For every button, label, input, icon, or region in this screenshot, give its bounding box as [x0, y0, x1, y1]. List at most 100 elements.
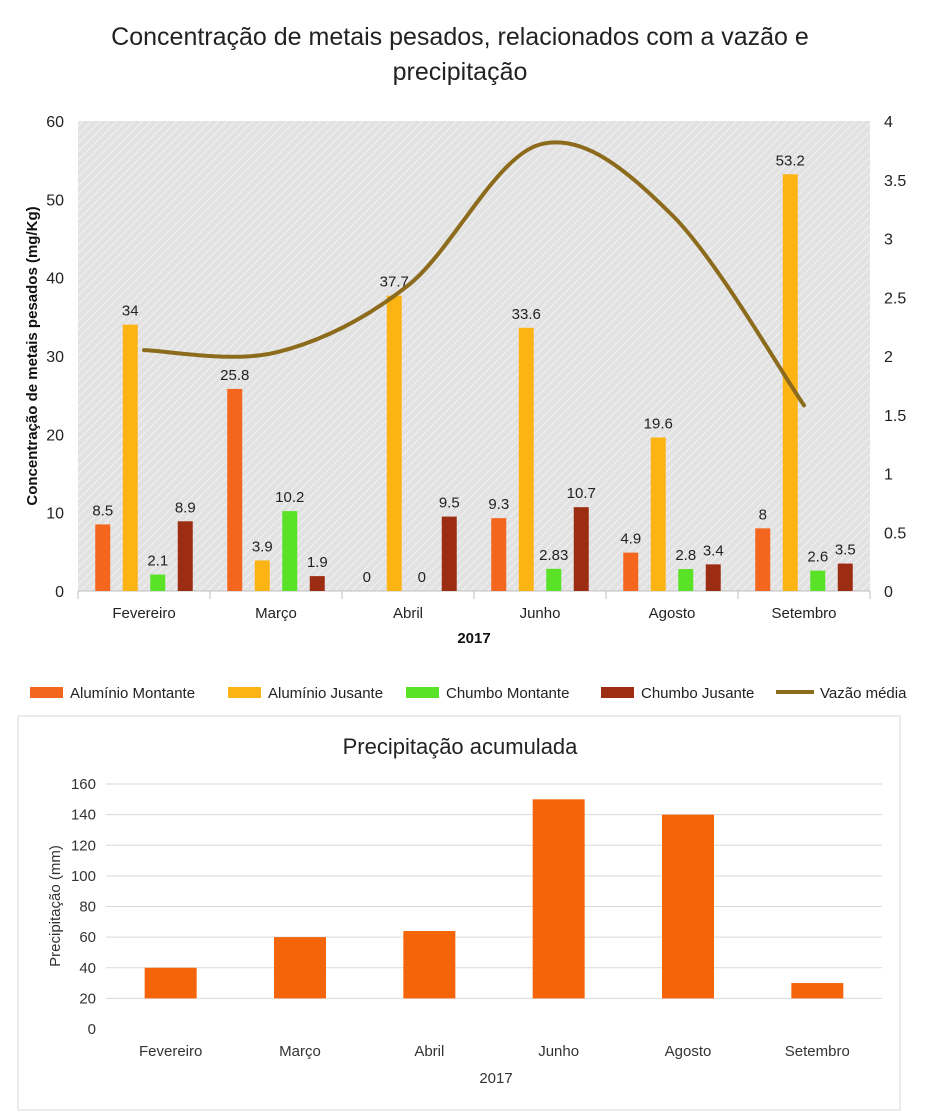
legend-label: Vazão média: [820, 685, 907, 702]
bar: [573, 507, 589, 591]
data-label: 8: [759, 506, 767, 523]
data-label: 2.1: [147, 553, 168, 570]
precip-bar: [791, 983, 844, 999]
data-label: 3.9: [252, 538, 273, 555]
x-tick-label: Abril: [393, 605, 423, 622]
legend-label: Chumbo Montante: [446, 685, 569, 702]
precip-bar: [403, 931, 456, 999]
precip-y-axis-label: Precipitação (mm): [47, 845, 64, 967]
legend-swatch: [30, 687, 63, 698]
y-tick-label: 140: [71, 807, 96, 824]
y-tick-label: 60: [46, 114, 64, 131]
data-label: 10.7: [567, 485, 596, 502]
y-tick-label: 50: [46, 192, 64, 209]
data-label: 4.9: [620, 531, 641, 548]
metals-x-axis-label: 2017: [457, 630, 490, 647]
data-label: 10.2: [275, 489, 304, 506]
data-label: 1.9: [307, 554, 328, 571]
x-tick-label: Junho: [538, 1043, 579, 1060]
y2-tick-label: 1: [884, 467, 893, 484]
y-tick-label: 160: [71, 776, 96, 793]
y-tick-label: 0: [55, 584, 64, 601]
bar: [546, 568, 562, 591]
metals-category-separators: [77, 590, 871, 599]
vazao-line-layer: [142, 140, 806, 408]
metals-chart-title-line2: precipitação: [393, 58, 528, 86]
precip-y-axis: 0 20 40 60 80 100 120 140 160: [71, 776, 96, 1038]
precip-bar: [532, 799, 585, 999]
data-label: 8.9: [175, 499, 196, 516]
bar: [441, 516, 457, 591]
y-tick-label: 10: [46, 506, 64, 523]
metals-data-labels: 8.5 25.8 0 9.3 4.9 8 34 3.9 37.7 33.6 19.6 53.2 2.1 1…: [92, 152, 855, 586]
y-tick-label: 60: [79, 929, 96, 946]
precip-bars: [144, 799, 844, 999]
legend-swatch: [228, 687, 261, 698]
data-label: 19.6: [644, 415, 673, 432]
data-label: 2.6: [807, 549, 828, 566]
x-tick-label: Março: [255, 605, 297, 622]
precip-bar: [662, 814, 714, 999]
precip-chart: Precipitação acumulada 0 20 40 60 80 100 120 14…: [47, 734, 882, 1087]
y2-tick-label: 2: [884, 349, 893, 366]
metals-y-axis-label: Concentração de metais pesados (mg/Kg): [24, 206, 41, 505]
legend-swatch: [406, 687, 439, 698]
precip-bar: [274, 937, 326, 999]
bar: [95, 524, 111, 591]
metals-y-axis: 0 10 20 30 40 50 60: [46, 114, 64, 601]
legend-swatch: [601, 687, 634, 698]
precip-x-axis: Fevereiro Março Abril Junho Agosto Setembro: [139, 1043, 850, 1060]
y2-tick-label: 3: [884, 232, 893, 249]
data-label: 2.83: [539, 547, 568, 564]
bar: [705, 564, 721, 591]
bar: [810, 570, 826, 591]
data-label: 3.4: [703, 542, 724, 559]
x-tick-label: Setembro: [771, 605, 836, 622]
x-tick-label: Fevereiro: [139, 1043, 202, 1060]
bar: [518, 327, 534, 591]
bar: [837, 563, 853, 591]
bar: [755, 528, 771, 591]
bar: [309, 576, 325, 591]
data-label: 53.2: [776, 152, 805, 169]
y-tick-label: 20: [46, 427, 64, 444]
y-tick-label: 40: [46, 271, 64, 288]
y2-tick-label: 1.5: [884, 408, 906, 425]
y-tick-label: 40: [79, 960, 96, 977]
vazao-media-line: [142, 140, 806, 408]
legend-label: Alumínio Jusante: [268, 685, 383, 702]
bar: [678, 569, 694, 591]
data-label: 9.3: [488, 496, 509, 513]
bar: [177, 521, 193, 591]
y2-tick-label: 3.5: [884, 173, 906, 190]
precip-gridlines: [106, 783, 882, 999]
bar: [150, 574, 166, 591]
y-tick-label: 30: [46, 349, 64, 366]
y2-tick-label: 2.5: [884, 290, 906, 307]
data-label: 37.7: [380, 274, 409, 291]
bar: [122, 324, 138, 591]
data-label: 25.8: [220, 367, 249, 384]
data-label: 33.6: [512, 306, 541, 323]
bar: [623, 552, 639, 591]
x-tick-label: Fevereiro: [112, 605, 175, 622]
x-tick-label: Abril: [414, 1043, 444, 1060]
y-tick-label: 0: [88, 1021, 96, 1038]
data-label: 0: [418, 569, 426, 586]
y-tick-label: 100: [71, 868, 96, 885]
data-label: 0: [363, 569, 371, 586]
y2-tick-label: 4: [884, 114, 893, 131]
metals-legend: Alumínio Montante Alumínio Jusante Chumbo …: [30, 685, 907, 702]
bar: [491, 518, 507, 591]
bar: [227, 388, 243, 591]
y-tick-label: 20: [79, 990, 96, 1007]
bar: [282, 511, 298, 591]
data-label: 3.5: [835, 542, 856, 559]
precip-chart-title: Precipitação acumulada: [343, 734, 579, 759]
metals-y2-axis: 0 0.5 1 1.5 2 2.5 3 3.5 4: [884, 114, 906, 601]
x-tick-label: Junho: [520, 605, 561, 622]
x-tick-label: Setembro: [785, 1043, 850, 1060]
data-label: 8.5: [92, 502, 113, 519]
precip-chart-frame: [17, 715, 901, 1111]
y-tick-label: 120: [71, 837, 96, 854]
